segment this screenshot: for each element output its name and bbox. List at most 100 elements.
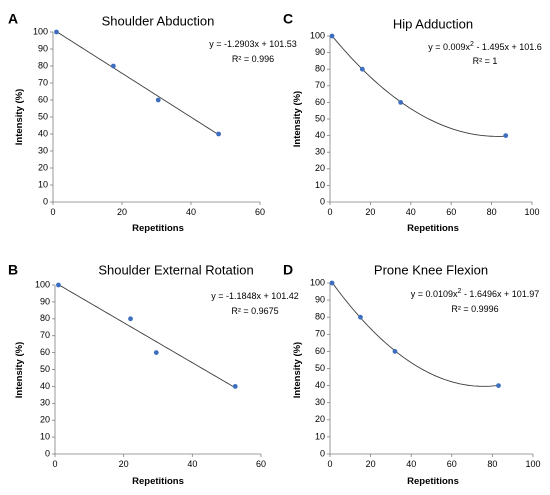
- data-point: [232, 384, 238, 389]
- y-tick-label: 70: [40, 330, 50, 340]
- y-tick-label: 50: [315, 363, 325, 373]
- equation-part: - 1.6496x + 101.97: [461, 289, 539, 299]
- x-tick-label: 40: [406, 459, 416, 469]
- x-tick-label: 20: [365, 207, 375, 217]
- y-tick-label: 50: [315, 113, 325, 123]
- y-tick-label: 80: [38, 60, 48, 70]
- y-tick-label: 100: [33, 26, 48, 36]
- equation-part: y = 0.0109x: [411, 289, 458, 299]
- y-tick-label: 40: [315, 380, 325, 390]
- x-tick-label: 60: [256, 459, 266, 469]
- y-tick-label: 90: [38, 43, 48, 53]
- y-tick-label: 30: [40, 398, 50, 408]
- y-tick-label: 50: [40, 364, 50, 374]
- data-point: [128, 316, 133, 322]
- y-tick-label: 60: [315, 97, 325, 107]
- x-tick-label: 100: [524, 207, 539, 217]
- equation-part: y = 0.009x: [428, 42, 470, 52]
- y-tick-label: 10: [40, 431, 50, 441]
- data-point: [398, 100, 404, 105]
- data-point: [216, 131, 222, 137]
- y-tick-label: 0: [320, 196, 325, 206]
- y-tick-label: 40: [315, 130, 325, 140]
- x-tick-label: 0: [50, 207, 55, 217]
- y-tick-label: 30: [315, 397, 325, 407]
- r-squared: R² = 0.996: [232, 54, 274, 64]
- y-tick-label: 80: [315, 64, 325, 74]
- panel-label: B: [8, 262, 18, 278]
- x-tick-label: 60: [255, 207, 265, 217]
- x-tick-label: 20: [366, 459, 376, 469]
- data-point: [392, 349, 398, 354]
- data-point: [56, 282, 61, 288]
- y-tick-label: 100: [35, 279, 50, 289]
- panel-label: A: [8, 11, 18, 27]
- y-tick-label: 10: [38, 179, 48, 189]
- data-point: [153, 350, 159, 355]
- y-tick-label: 90: [315, 47, 325, 57]
- y-tick-label: 80: [40, 313, 50, 323]
- chart-title: Shoulder External Rotation: [98, 262, 253, 277]
- y-tick-label: 100: [310, 30, 325, 40]
- y-tick-label: 30: [38, 145, 48, 155]
- r-squared: R² = 1: [473, 56, 498, 66]
- trendline-equation: y = -1.1848x + 101.42: [211, 291, 299, 301]
- y-tick-label: 10: [315, 431, 325, 441]
- y-tick-label: 30: [315, 147, 325, 157]
- y-tick-label: 70: [38, 77, 48, 87]
- trendline-equation: y = 0.0109x2 - 1.6496x + 101.97: [411, 288, 540, 299]
- panel-label: D: [283, 262, 293, 278]
- data-point: [54, 29, 59, 35]
- x-axis-label: Repetitions: [132, 476, 184, 487]
- y-axis-label: Intensity (%): [292, 91, 303, 147]
- x-tick-label: 20: [117, 207, 127, 217]
- panel-label: C: [283, 11, 293, 27]
- y-tick-label: 50: [38, 111, 48, 121]
- y-tick-label: 60: [315, 346, 325, 356]
- trendline: [56, 31, 219, 136]
- x-tick-label: 40: [186, 207, 196, 217]
- y-tick-label: 20: [315, 163, 325, 173]
- data-point: [503, 133, 509, 139]
- data-point: [358, 314, 363, 320]
- y-tick-label: 70: [315, 80, 325, 90]
- x-tick-label: 0: [52, 459, 57, 469]
- x-tick-label: 100: [525, 459, 540, 469]
- panel-d: D Prone Knee Flexion010203040506070809010…: [283, 262, 541, 487]
- y-tick-label: 10: [315, 180, 325, 190]
- trendline-equation: y = 0.009x2 - 1.495x + 101.6: [428, 41, 542, 52]
- y-tick-label: 20: [40, 415, 50, 425]
- panel-c: C Hip Adduction 0 10 20 30 40 50 60 70 80 90 100 0 20 4…: [283, 11, 542, 234]
- panel-b: B Shoulder External Rotation 0 10 20 30 40 50 60…: [8, 262, 299, 487]
- x-tick-label: 0: [327, 207, 332, 217]
- y-tick-label: 40: [38, 128, 48, 138]
- r-squared: R² = 0.9675: [231, 306, 278, 316]
- equation-part: - 1.495x + 101.6: [474, 42, 542, 52]
- data-point: [110, 63, 116, 69]
- trendline: [58, 284, 236, 389]
- y-axis-label: Intensity (%): [14, 342, 25, 398]
- x-tick-label: 40: [406, 207, 416, 217]
- y-tick-label: 0: [320, 448, 325, 458]
- equation-exponent: 2: [458, 288, 462, 295]
- x-axis-label: Repetitions: [407, 223, 459, 234]
- data-point: [155, 97, 161, 103]
- chart-title: Hip Adduction: [393, 16, 473, 31]
- y-tick-label: 90: [40, 296, 50, 306]
- y-tick-label: 60: [38, 94, 48, 104]
- y-tick-label: 90: [315, 294, 325, 304]
- x-tick-label: 80: [487, 207, 497, 217]
- data-point: [496, 383, 501, 388]
- x-axis-label: Repetitions: [407, 476, 459, 487]
- y-axis-label: Intensity (%): [14, 89, 25, 145]
- y-tick-label: 20: [38, 162, 48, 172]
- x-tick-label: 40: [187, 459, 197, 469]
- panel-a: A Shoulder Abduction 0 10 20 30 40 50 60 70 80 90 10…: [8, 11, 297, 234]
- y-tick-label: 100: [310, 277, 325, 287]
- y-tick-label: 70: [315, 329, 325, 339]
- r-squared: R² = 0.9996: [451, 304, 498, 314]
- y-tick-label: 0: [45, 448, 50, 458]
- equation-exponent: 2: [470, 41, 474, 48]
- chart-title: Prone Knee Flexion: [374, 262, 488, 277]
